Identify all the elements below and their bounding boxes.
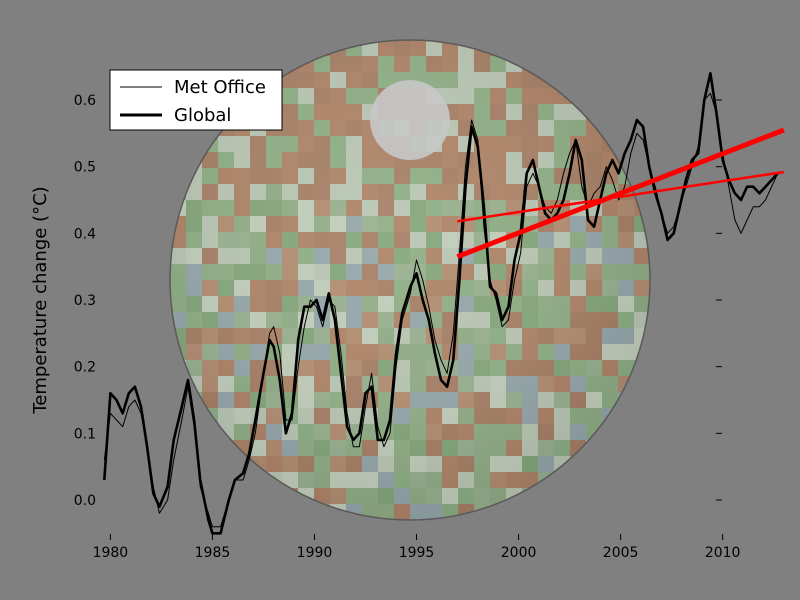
y-tick-label: 0.6: [74, 93, 96, 109]
legend: Met Office Global: [109, 69, 283, 131]
x-tick-label: 1990: [297, 545, 333, 561]
x-axis: 1980 1985 1990 1995 2000 2005 2010: [93, 534, 741, 561]
y-tick-label: 0.5: [74, 160, 96, 176]
x-tick-label: 1985: [195, 545, 231, 561]
series-line-global: [103, 72, 779, 535]
x-tick-label: 1980: [93, 545, 129, 561]
x-tick-label: 2000: [501, 545, 537, 561]
y-tick-label: 0.2: [74, 360, 96, 376]
x-tick-label: 2005: [603, 545, 639, 561]
series-line-met-office: [103, 92, 779, 528]
trend-line-met-office: [457, 170, 785, 223]
trend-line-global: [456, 127, 785, 259]
legend-label-met-office: Met Office: [174, 77, 266, 98]
y-tick-label: 0.1: [74, 426, 96, 442]
y-axis: 0.0 0.1 0.2 0.3 0.4 0.5 0.6: [74, 93, 722, 509]
y-axis-title: Temperature change (°C): [30, 186, 51, 414]
legend-label-global: Global: [174, 105, 231, 126]
x-tick-label: 1995: [399, 545, 435, 561]
x-tick-label: 2010: [705, 545, 741, 561]
y-tick-label: 0.4: [74, 226, 96, 242]
y-tick-label: 0.0: [74, 493, 96, 509]
y-tick-label: 0.3: [74, 293, 96, 309]
